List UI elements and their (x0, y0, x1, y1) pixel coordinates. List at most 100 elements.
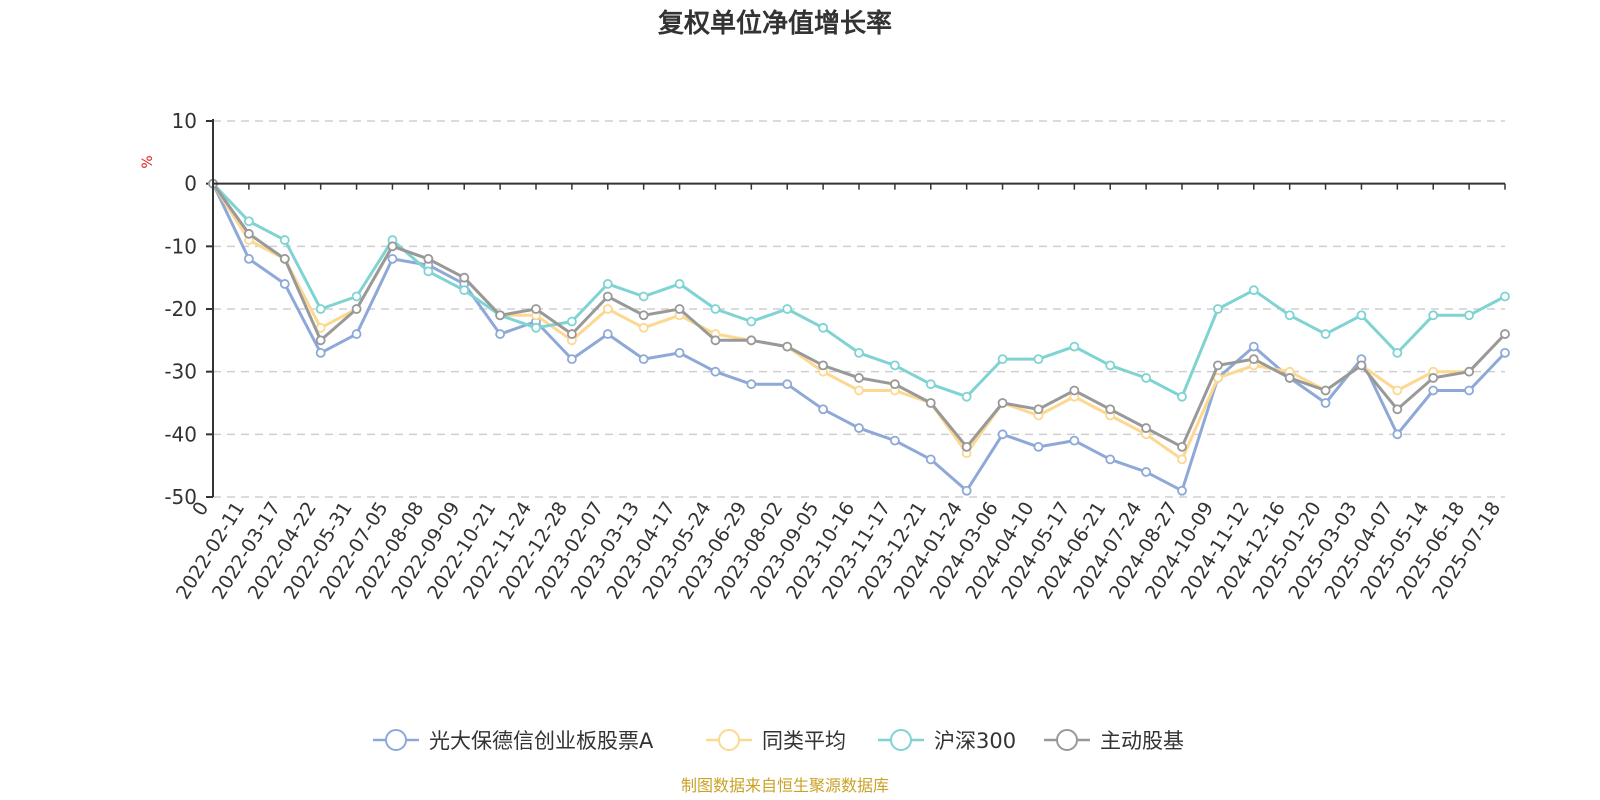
legend-marker (1056, 729, 1078, 751)
data-point (1500, 291, 1510, 302)
legend-label: 同类平均 (762, 729, 846, 753)
data-point (531, 304, 541, 314)
legend-item[interactable]: 沪深300 (878, 729, 1016, 753)
legend-item[interactable]: 主动股基 (1044, 729, 1184, 753)
data-point (1177, 441, 1187, 452)
data-point (279, 235, 290, 245)
data-point (531, 322, 541, 333)
data-point (423, 253, 434, 264)
data-point (1500, 329, 1510, 339)
data-point (1428, 310, 1439, 321)
y-tick-label: -30 (164, 360, 197, 384)
data-point (315, 347, 326, 358)
data-point (854, 385, 864, 396)
y-tick-label: -20 (164, 297, 197, 321)
data-point (710, 366, 721, 377)
data-point (997, 429, 1008, 440)
legend-label: 光大保德信创业板股票A (429, 729, 654, 753)
data-point (1248, 285, 1259, 296)
data-point (1141, 373, 1152, 383)
data-point (351, 291, 362, 302)
data-point (638, 322, 649, 333)
data-point (1500, 347, 1510, 358)
data-point (1392, 404, 1403, 415)
grid-lines (213, 120, 1505, 498)
y-tick-label: -40 (164, 422, 197, 446)
data-point (746, 316, 757, 327)
data-point (710, 335, 721, 346)
data-point (566, 329, 577, 339)
data-point (1356, 310, 1367, 321)
data-point (315, 335, 326, 346)
data-point (997, 398, 1008, 408)
series-0 (208, 178, 1510, 496)
data-point (1069, 435, 1080, 446)
data-point (243, 216, 254, 227)
series-line (211, 182, 1507, 449)
data-point (279, 253, 290, 264)
data-point (889, 360, 900, 371)
data-point (1392, 347, 1403, 358)
data-point (459, 272, 470, 283)
series-2 (208, 178, 1510, 402)
data-point (1284, 310, 1295, 321)
data-point (495, 310, 506, 321)
data-point (782, 341, 793, 352)
data-point (387, 241, 398, 252)
legend-item[interactable]: 同类平均 (706, 729, 846, 753)
data-point (1141, 423, 1152, 433)
data-point (243, 228, 254, 239)
data-point (602, 291, 613, 302)
series-line (211, 182, 1506, 399)
data-point (1069, 341, 1080, 352)
data-point (495, 329, 506, 339)
series-1 (208, 178, 1510, 465)
data-point (1428, 373, 1439, 383)
data-point (1212, 360, 1223, 371)
axes (212, 119, 1505, 497)
data-point (1464, 310, 1475, 321)
data-point (674, 279, 685, 289)
data-point (818, 360, 829, 371)
data-point (1105, 404, 1116, 415)
y-tick-label: 10 (172, 109, 197, 133)
data-point (351, 304, 362, 314)
legend-marker (385, 729, 407, 751)
data-point (854, 423, 864, 433)
data-point (1464, 385, 1475, 396)
data-point (1248, 354, 1259, 365)
data-point (818, 322, 829, 333)
data-point (1320, 385, 1331, 396)
series-3 (208, 178, 1510, 452)
data-point (1248, 341, 1259, 352)
data-point (925, 398, 936, 408)
data-point (889, 435, 900, 446)
data-point (674, 304, 685, 314)
legend: 光大保德信创业板股票A 同类平均 沪深300 主动股基 (373, 729, 1184, 753)
legend-item[interactable]: 光大保德信创业板股票A (373, 729, 654, 753)
data-point (674, 347, 685, 358)
data-point (1141, 467, 1152, 477)
data-point (710, 304, 721, 314)
data-point (1177, 485, 1187, 496)
data-point (746, 379, 757, 390)
data-point (1320, 398, 1331, 408)
data-point (1356, 360, 1367, 371)
legend-marker (718, 729, 740, 751)
data-point (961, 441, 972, 452)
data-point (1033, 404, 1044, 415)
series-line (211, 183, 1507, 493)
data-point (746, 335, 757, 346)
data-point (351, 329, 362, 339)
y-axis-ticks: 10 0 -10 -20 -30 -40 -50 (164, 109, 213, 509)
y-tick-label: -50 (164, 485, 197, 509)
data-point (889, 379, 900, 390)
data-point (1428, 385, 1439, 396)
data-point (1464, 366, 1475, 377)
data-point (459, 285, 470, 296)
data-point (1177, 454, 1187, 465)
y-axis-unit: % (140, 155, 156, 168)
y-tick-label: 0 (184, 172, 197, 196)
data-point (638, 291, 649, 302)
